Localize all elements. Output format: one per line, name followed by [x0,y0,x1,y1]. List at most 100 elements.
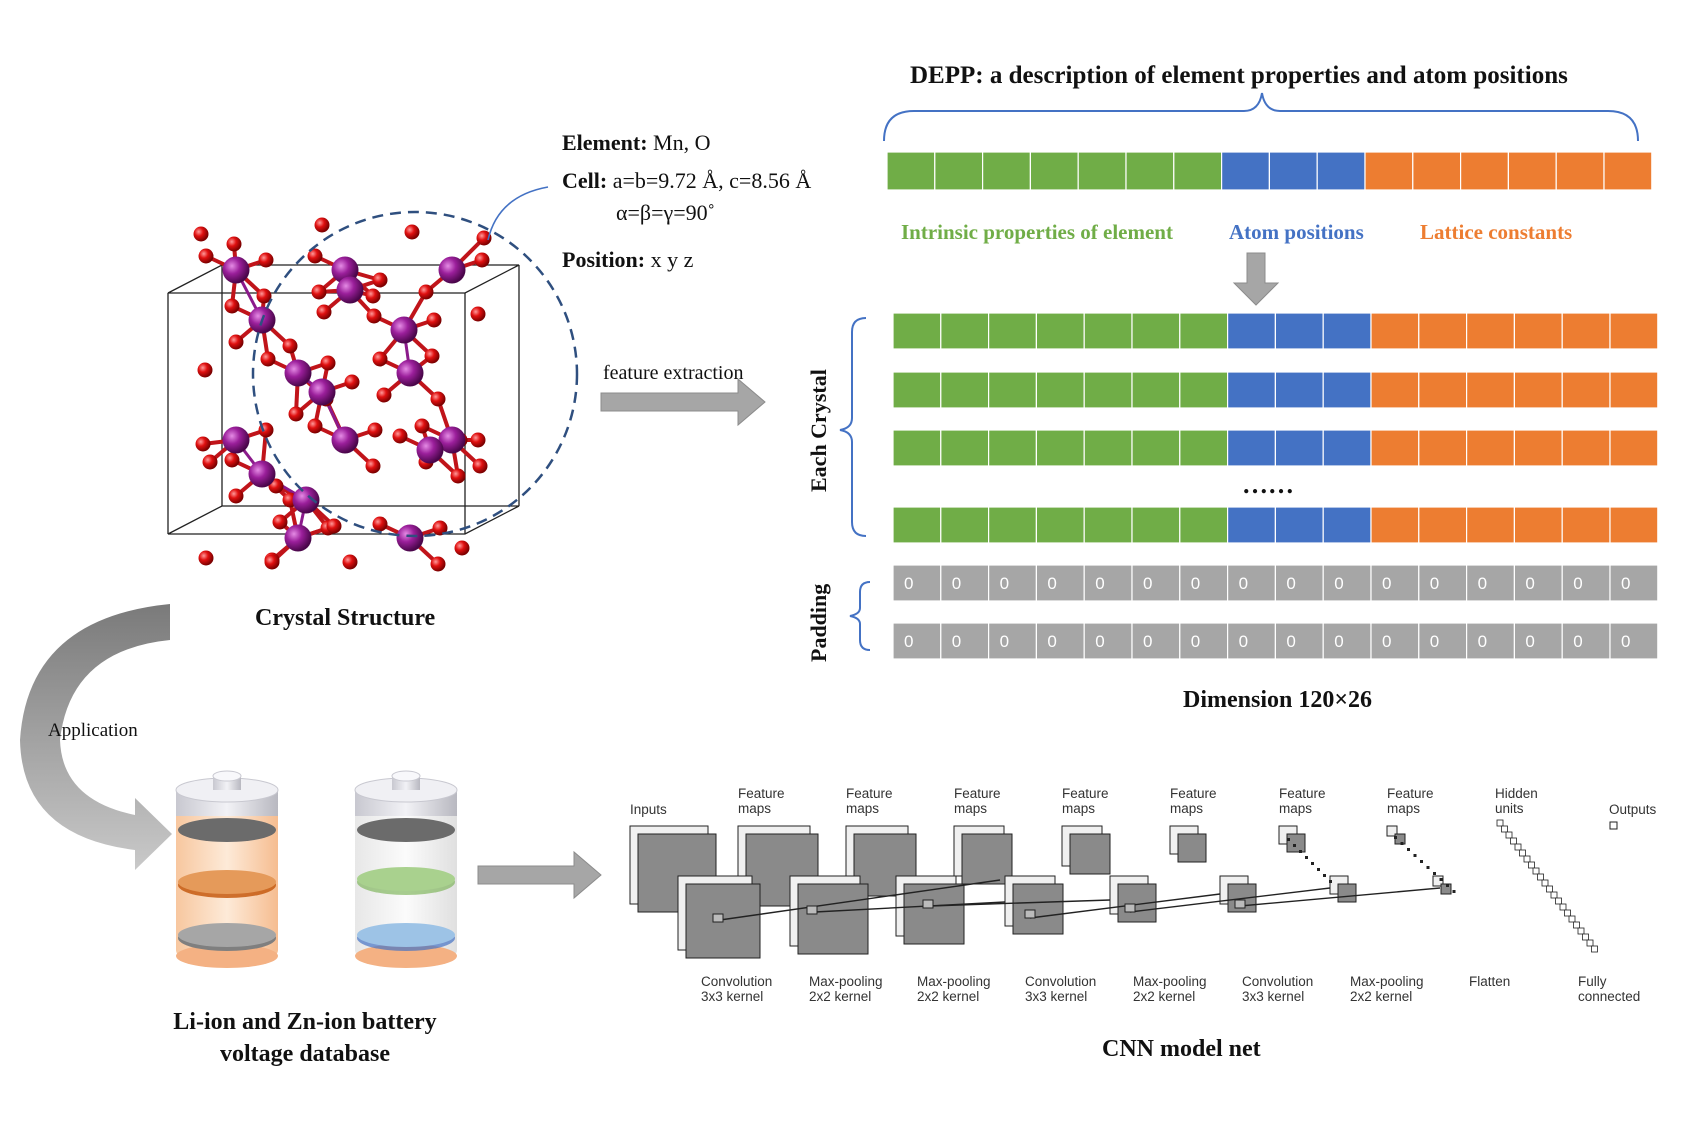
ellipsis: …… [1242,470,1294,499]
padding-cell [1226,622,1276,660]
padding-zero: 0 [1525,574,1534,593]
cnn-top-label-line-1: Feature [738,786,785,801]
feature-row-2-cell-blue [1274,371,1324,409]
cnn-bottom-label-line-2: 3x3 kernel [1025,989,1088,1004]
cnn-bottom-label-line-2: 2x2 kernel [1133,989,1196,1004]
oxygen-atom [426,312,442,328]
down-arrow [1232,252,1280,306]
feature-row-4-cell-orange [1370,506,1420,544]
feature-row-1-cell-blue [1322,312,1372,350]
crystal-structure-label: Crystal Structure [255,605,436,631]
cnn-bottom-label: Convolution 3x3 kernel [701,974,772,1004]
cnn-bottom-label-line-1: Fully [1578,974,1607,989]
feature-row-1-cell-orange [1370,312,1420,350]
oxygen-atom [372,351,388,367]
cnn-top-label: Hidden units [1495,786,1538,816]
flatten-dot [1420,860,1423,863]
cnn-top-label: Feature maps [846,786,893,816]
cnn-bottom-label-line-2: 3x3 kernel [701,989,764,1004]
padding-cell [1322,622,1372,660]
zoom-circle [251,210,579,538]
padding-bracket [849,581,871,651]
feature-row-1-cell-blue [1226,312,1276,350]
cnn-top-label: Feature maps [1170,786,1217,816]
hidden-unit [1546,885,1553,893]
feature-extraction-label: feature extraction [603,362,744,384]
oxygen-atom [258,252,274,268]
oxygen-atom [365,288,381,304]
legend-lattice-constants: Lattice constants [1420,220,1573,244]
feature-row-3-cell-blue [1226,429,1276,467]
padding-zero: 0 [1573,574,1582,593]
cnn-bottom-label-line-1: Convolution [1242,974,1314,989]
manganese-atom [438,426,466,454]
padding-zero: 0 [1430,574,1439,593]
battery-caption-line-2: voltage database [220,1041,390,1067]
hidden-unit [1586,939,1594,947]
cnn-bottom-label: Max-pooling 2x2 kernel [1133,974,1207,1004]
cnn-bottom-label-line-1: Max-pooling [809,974,883,989]
kernel-marker [806,905,818,915]
cnn-bottom-label-line-2: 2x2 kernel [917,989,980,1004]
cnn-top-label-line-1: Feature [1170,786,1217,801]
feature-row-1-cell-green [1035,312,1085,350]
padding-cell [892,564,942,602]
oxygen-atom [450,468,466,484]
manganese-atom [331,426,359,454]
depp-bar-cell-green [981,151,1031,191]
padding-cell [940,622,990,660]
hidden-unit [1510,837,1517,845]
each-crystal-bracket [839,317,867,537]
manganese-atom [416,436,444,464]
feature-row-4-cell-orange [1465,506,1515,544]
cell-angles: α=β=γ=90˚ [616,200,715,225]
manganese-atom [248,460,276,488]
feature-row-2-cell-green [892,371,942,409]
element-info: Element: Mn, O [562,130,710,156]
flatten-dot [1400,842,1404,845]
cnn-top-label-line-2: maps [954,801,988,816]
oxygen-atom [414,418,430,434]
cnn-bottom-label-line-2: 2x2 kernel [1350,989,1413,1004]
padding-zero: 0 [1000,574,1009,593]
oxygen-atom [367,422,383,438]
oxygen-atom [320,355,336,371]
feature-row-4-cell-green [1035,506,1085,544]
feature-row-2-cell-blue [1322,371,1372,409]
feature-map-front-dark [1012,883,1064,935]
cnn-bottom-label-line-1: Flatten [1469,974,1511,989]
depp-bar-cell-green [1125,151,1175,191]
hidden-unit [1523,855,1531,863]
hidden-unit [1555,897,1562,905]
feature-row-3-cell-orange [1370,429,1420,467]
depp-bar-cell-blue [1268,151,1318,191]
cnn-bottom-label-line-2: 3x3 kernel [1242,989,1305,1004]
manganese-atom [308,378,336,406]
cnn-connection [719,879,1001,921]
cnn-bottom-label: Fully connected [1578,974,1640,1004]
cnn-top-label: Outputs [1609,802,1656,817]
feature-row-4-cell-green [1179,506,1229,544]
dimension-label: Dimension 120×26 [1183,687,1373,713]
cnn-top-label: Feature maps [1279,786,1326,816]
feature-row-3-cell-green [940,429,990,467]
manganese-atom [222,256,250,284]
padding-cell [1370,564,1420,602]
oxygen-atom [198,550,214,566]
oxygen-atom [372,272,388,288]
cnn-bottom-label: Convolution 3x3 kernel [1025,974,1096,1004]
padding-zero: 0 [1095,574,1104,593]
feature-row-3-cell-orange [1561,429,1611,467]
feature-row-2-cell-orange [1418,371,1468,409]
pool-dot [1305,856,1308,859]
cnn-bottom-label-line-2: connected [1578,989,1641,1004]
padding-cell [1131,622,1181,660]
oxygen-atom [392,428,408,444]
cnn-top-label-line-2: maps [738,801,772,816]
feature-row-1-cell-green [892,312,942,350]
depp-bar-cell-green [934,151,984,191]
padding-label: Padding [806,583,831,662]
feature-matrix-rows [892,312,1659,544]
padding-zero: 0 [1525,632,1534,651]
padding-zero: 0 [1143,632,1152,651]
